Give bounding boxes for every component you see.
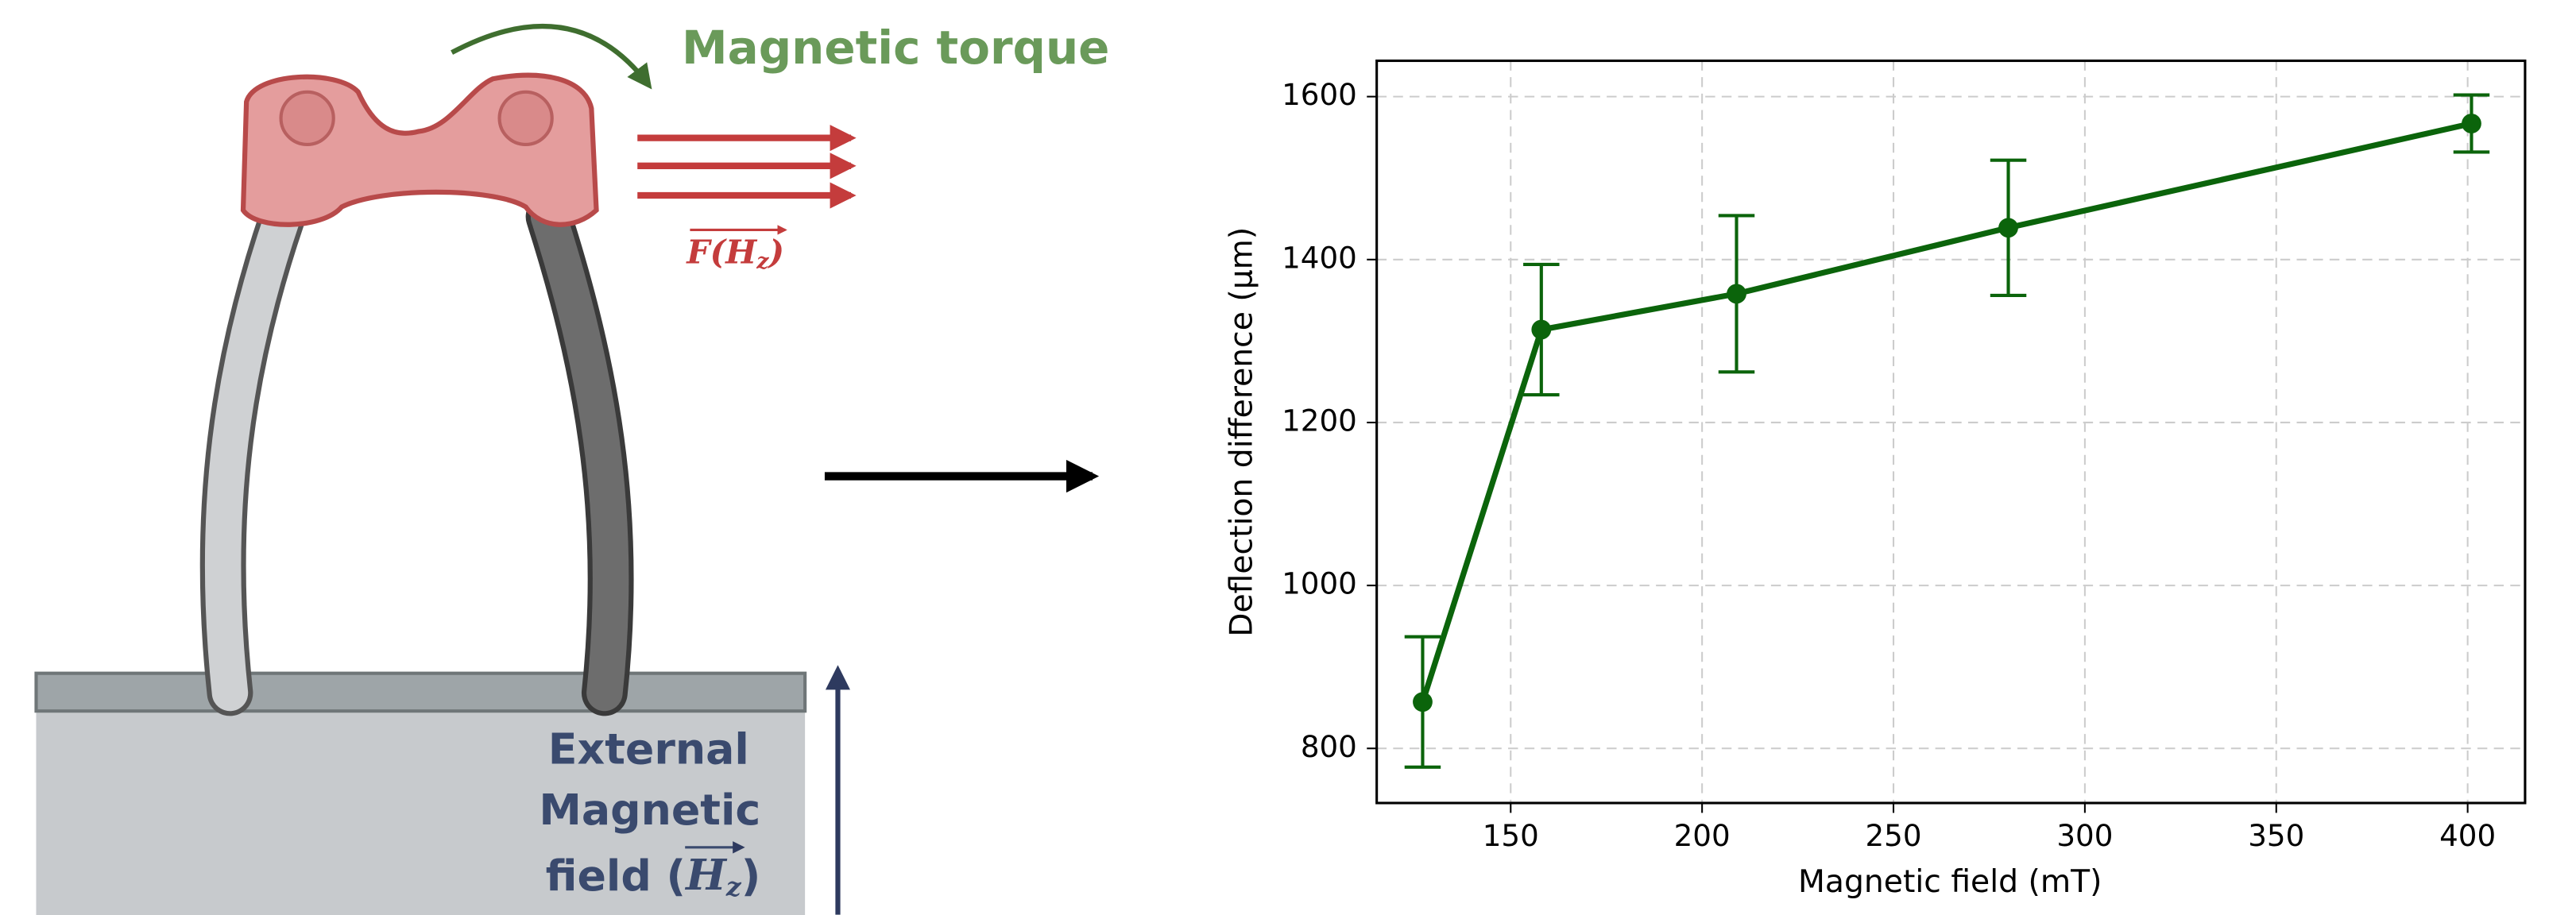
x-tick-label: 400 bbox=[2439, 818, 2496, 853]
left-pillar bbox=[223, 217, 283, 693]
field-label-line: External bbox=[548, 724, 749, 774]
x-tick-label: 350 bbox=[2248, 818, 2304, 853]
x-tick-label: 250 bbox=[1866, 818, 1922, 853]
diagram: Magnetic torque F(Hz) External Magnetic … bbox=[36, 21, 1109, 915]
y-tick-label: 1400 bbox=[1282, 240, 1357, 275]
data-point bbox=[1998, 218, 2018, 237]
x-tick-label: 150 bbox=[1483, 818, 1539, 853]
force-label: F(Hz) bbox=[686, 232, 784, 274]
field-label-line: Magnetic bbox=[539, 785, 760, 835]
y-tick-label: 1200 bbox=[1282, 403, 1357, 438]
field-label-part: ) bbox=[741, 851, 761, 901]
data-point bbox=[2462, 114, 2481, 133]
data-line bbox=[1422, 123, 2471, 701]
field-label-part: field ( bbox=[546, 851, 686, 901]
magnet-joint bbox=[281, 92, 334, 145]
data-point bbox=[1413, 692, 1433, 712]
plot-frame bbox=[1377, 60, 2525, 803]
x-axis-label: Magnetic field (mT) bbox=[1798, 864, 2102, 900]
force-label-part: ) bbox=[768, 232, 785, 271]
data-point bbox=[1531, 320, 1551, 340]
magnet-joint bbox=[500, 92, 552, 145]
y-tick-label: 1000 bbox=[1282, 566, 1357, 601]
y-tick-label: 800 bbox=[1301, 729, 1357, 764]
chart: Magnetic field (mT) Deflection differenc… bbox=[1224, 60, 2525, 899]
field-label-sub: z bbox=[725, 871, 742, 902]
torque-label: Magnetic torque bbox=[682, 21, 1109, 75]
x-tick-label: 300 bbox=[2056, 818, 2113, 853]
figure: Magnetic torque F(Hz) External Magnetic … bbox=[0, 0, 2576, 915]
force-label-part: F(H bbox=[686, 232, 758, 271]
x-tick-label: 200 bbox=[1674, 818, 1731, 853]
data-point bbox=[1727, 284, 1746, 303]
right-pillar bbox=[549, 217, 611, 693]
y-axis-label: Deflection difference (µm) bbox=[1224, 227, 1260, 637]
base-top bbox=[36, 674, 805, 712]
force-label-sub: z bbox=[756, 249, 769, 274]
field-label-part: H bbox=[684, 850, 728, 900]
y-tick-label: 1600 bbox=[1282, 77, 1357, 112]
